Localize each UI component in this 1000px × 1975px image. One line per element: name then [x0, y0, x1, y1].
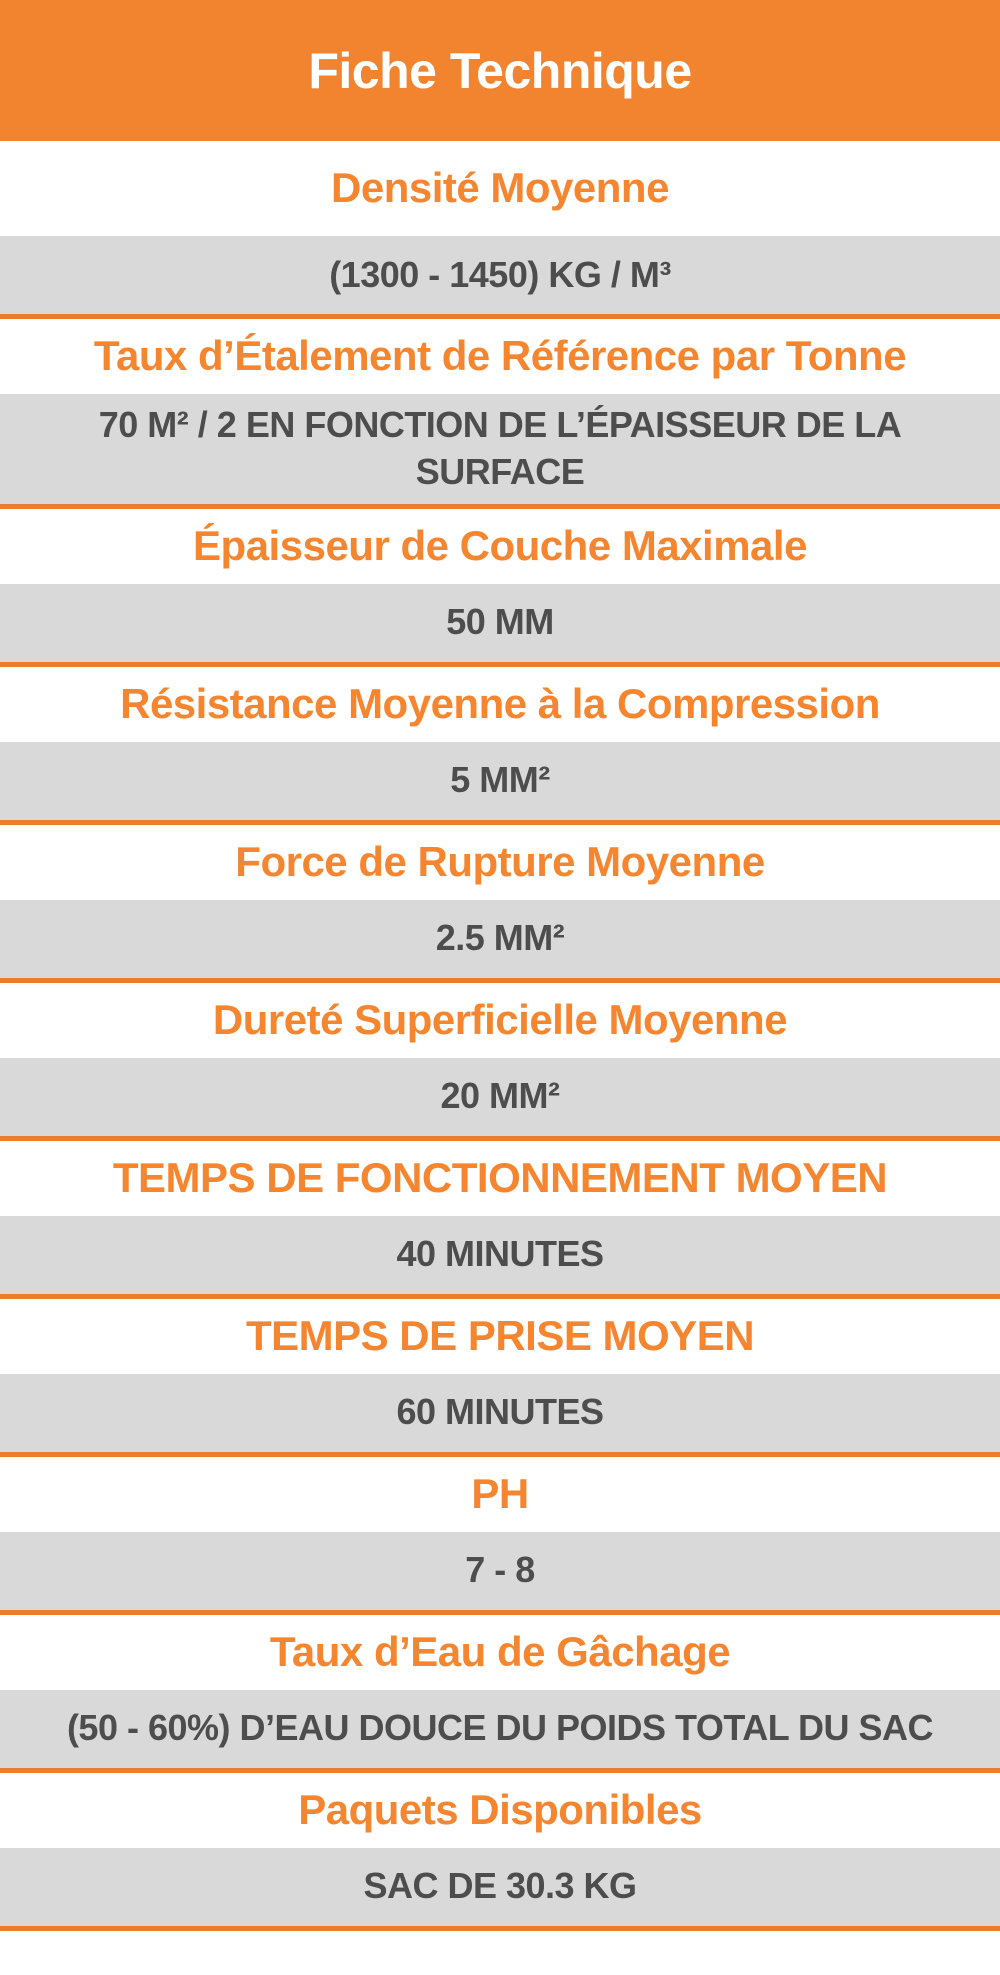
spec-value-row: 60 MINUTES: [0, 1373, 1000, 1452]
spec-row: Dureté Superficielle Moyenne 20 MM²: [0, 982, 1000, 1141]
spec-label: Paquets Disponibles: [298, 1785, 702, 1833]
spec-label: Résistance Moyenne à la Compression: [120, 679, 880, 727]
spec-row: Taux d’Eau de Gâchage (50 - 60%) D’EAU D…: [0, 1614, 1000, 1773]
spec-value: SAC DE 30.3 KG: [363, 1865, 637, 1907]
row-separator-line: [0, 1609, 1000, 1615]
spec-label: Épaisseur de Couche Maximale: [193, 521, 807, 569]
row-separator-line: [0, 977, 1000, 983]
spec-label: Taux d’Étalement de Référence par Tonne: [93, 332, 907, 380]
spec-value-row: (50 - 60%) D’EAU DOUCE DU POIDS TOTAL DU…: [0, 1689, 1000, 1768]
spec-value-row: 7 - 8: [0, 1531, 1000, 1610]
spec-row: Paquets Disponibles SAC DE 30.3 KG: [0, 1772, 1000, 1931]
spec-value: 50 MM: [446, 601, 554, 643]
row-separator-line: [0, 1293, 1000, 1299]
spec-value-row: (1300 - 1450) KG / M³: [0, 236, 1000, 314]
spec-table: Densité Moyenne (1300 - 1450) KG / M³ Ta…: [0, 141, 1000, 1931]
spec-row: Densité Moyenne (1300 - 1450) KG / M³: [0, 141, 1000, 319]
spec-row: TEMPS DE PRISE MOYEN 60 MINUTES: [0, 1298, 1000, 1457]
spec-value: (50 - 60%) D’EAU DOUCE DU POIDS TOTAL DU…: [66, 1707, 934, 1749]
spec-label-row: Paquets Disponibles: [0, 1772, 1000, 1848]
spec-value: 60 MINUTES: [396, 1391, 604, 1433]
row-separator-line: [0, 819, 1000, 825]
spec-label-row: Densité Moyenne: [0, 141, 1000, 236]
spec-value: 70 M² / 2 EN FONCTION DE L’ÉPAISSEUR DE …: [98, 404, 902, 492]
spec-value-row: 70 M² / 2 EN FONCTION DE L’ÉPAISSEUR DE …: [0, 394, 1000, 504]
spec-label-row: PH: [0, 1456, 1000, 1532]
spec-label: PH: [471, 1469, 529, 1517]
spec-row: Taux d’Étalement de Référence par Tonne …: [0, 319, 1000, 509]
sheet-title: Fiche Technique: [308, 42, 692, 99]
spec-label-row: Dureté Superficielle Moyenne: [0, 982, 1000, 1058]
spec-value: 2.5 MM²: [435, 917, 565, 959]
spec-label-row: Taux d’Eau de Gâchage: [0, 1614, 1000, 1690]
spec-row: Force de Rupture Moyenne 2.5 MM²: [0, 824, 1000, 983]
spec-label-row: Épaisseur de Couche Maximale: [0, 508, 1000, 584]
spec-label-row: TEMPS DE FONCTIONNEMENT MOYEN: [0, 1140, 1000, 1216]
row-separator-line: [0, 661, 1000, 667]
spec-value: 20 MM²: [440, 1075, 560, 1117]
spec-label: Dureté Superficielle Moyenne: [212, 995, 788, 1043]
spec-value: (1300 - 1450) KG / M³: [329, 253, 671, 295]
spec-value-row: 5 MM²: [0, 741, 1000, 820]
spec-value: 5 MM²: [450, 759, 550, 801]
row-separator-line: [0, 1767, 1000, 1773]
spec-row: Épaisseur de Couche Maximale 50 MM: [0, 508, 1000, 667]
spec-label-row: TEMPS DE PRISE MOYEN: [0, 1298, 1000, 1374]
spec-label: Force de Rupture Moyenne: [235, 837, 765, 885]
spec-row: PH 7 - 8: [0, 1456, 1000, 1615]
spec-label: Taux d’Eau de Gâchage: [269, 1627, 731, 1675]
spec-label-row: Taux d’Étalement de Référence par Tonne: [0, 319, 1000, 394]
sheet-header: Fiche Technique: [0, 0, 1000, 141]
spec-value: 7 - 8: [465, 1549, 535, 1591]
spec-value-row: SAC DE 30.3 KG: [0, 1847, 1000, 1926]
spec-label: Densité Moyenne: [331, 164, 669, 212]
spec-value-row: 40 MINUTES: [0, 1215, 1000, 1294]
spec-value-row: 20 MM²: [0, 1057, 1000, 1136]
row-separator-line: [0, 1135, 1000, 1141]
row-separator-line: [0, 1451, 1000, 1457]
spec-label: TEMPS DE FONCTIONNEMENT MOYEN: [112, 1153, 888, 1201]
spec-label-row: Force de Rupture Moyenne: [0, 824, 1000, 900]
row-separator-line: [0, 503, 1000, 509]
spec-label-row: Résistance Moyenne à la Compression: [0, 666, 1000, 742]
spec-value: 40 MINUTES: [396, 1233, 604, 1275]
row-separator-line: [0, 1925, 1000, 1931]
row-separator-line: [0, 314, 1000, 319]
spec-row: Résistance Moyenne à la Compression 5 MM…: [0, 666, 1000, 825]
spec-label: TEMPS DE PRISE MOYEN: [245, 1311, 755, 1359]
spec-row: TEMPS DE FONCTIONNEMENT MOYEN 40 MINUTES: [0, 1140, 1000, 1299]
spec-value-row: 50 MM: [0, 583, 1000, 662]
spec-value-row: 2.5 MM²: [0, 899, 1000, 978]
